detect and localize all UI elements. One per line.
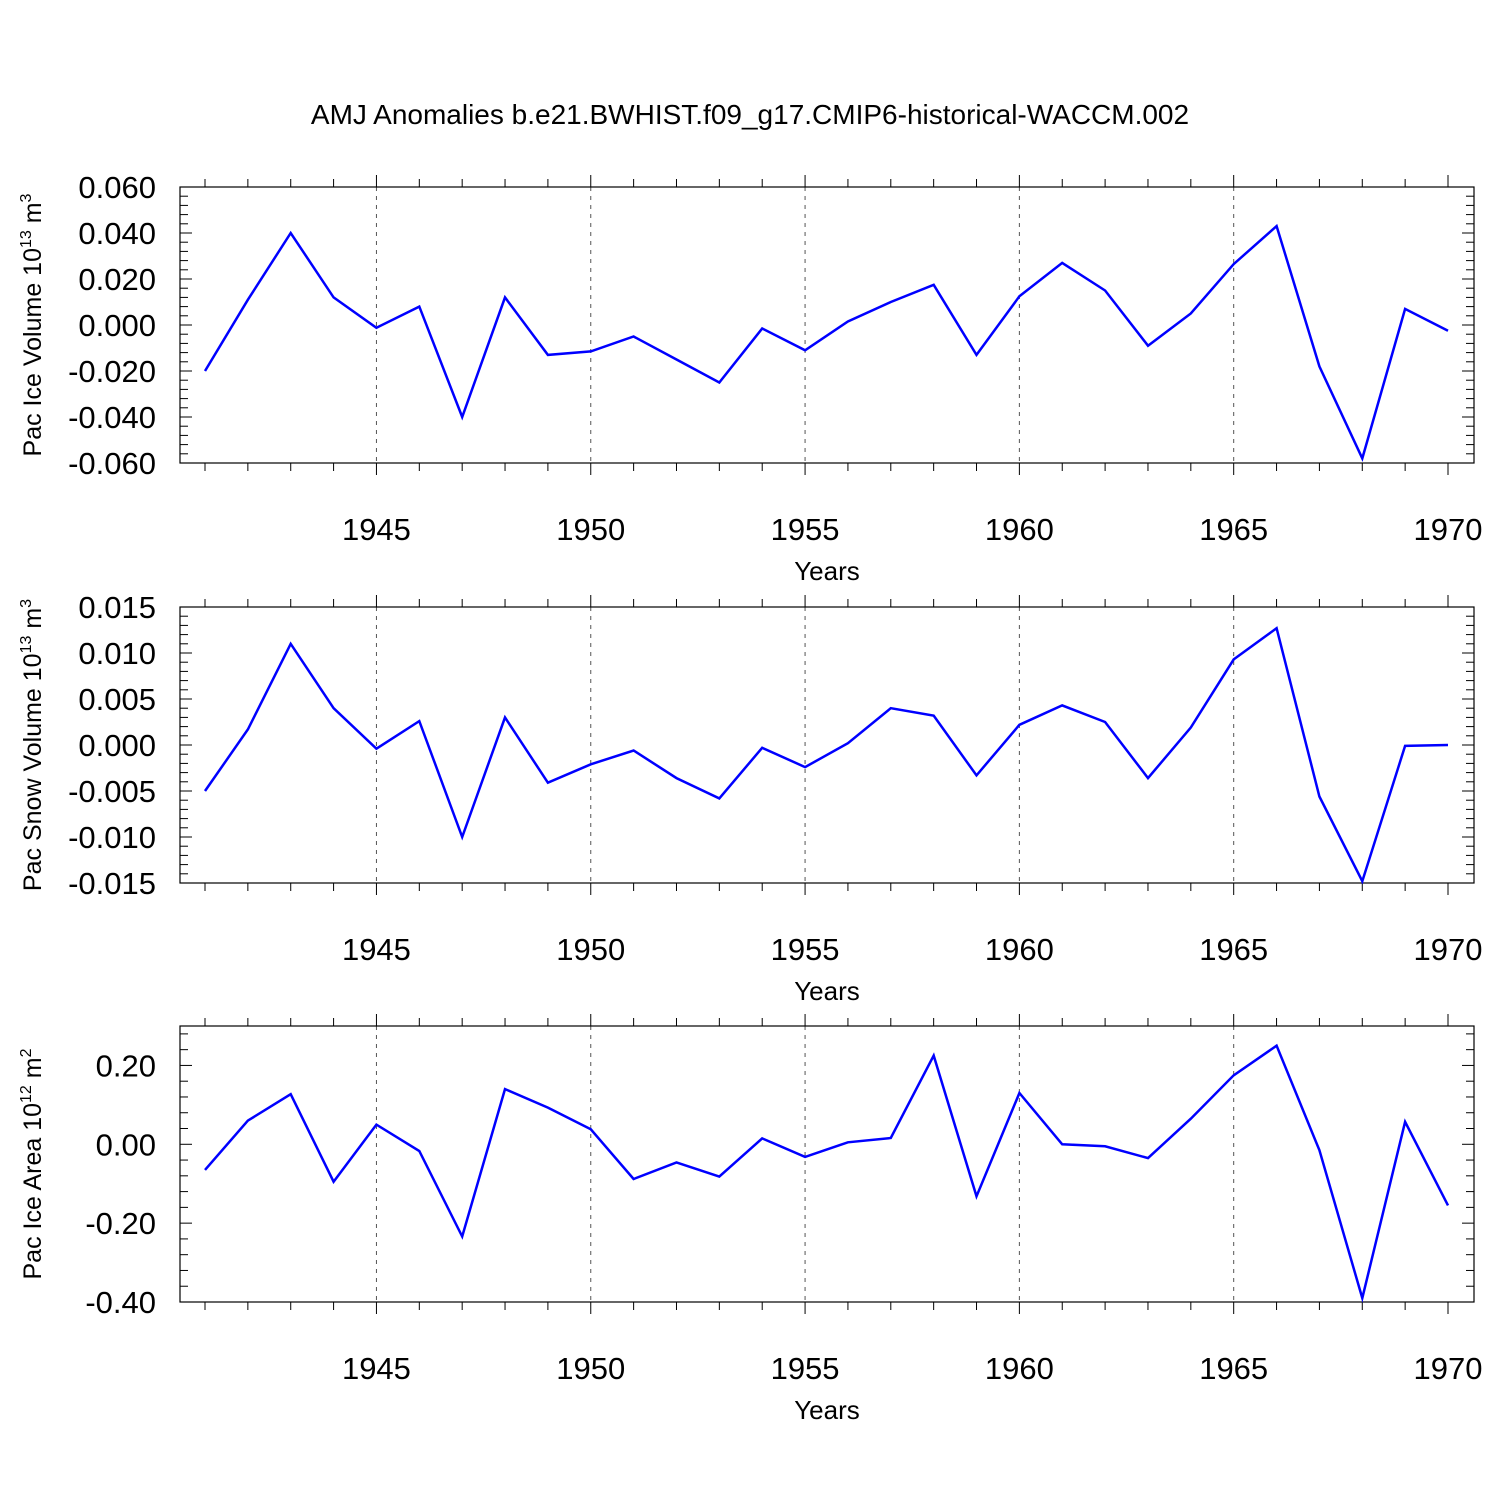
y-tick-label: -0.010: [68, 820, 156, 855]
panels: 0.060 0.040 0.020 0.000 -0.020 -0.040 -0.060 19…: [18, 170, 1482, 1425]
y-axis-label-part: Pac Ice Volume 10: [19, 248, 47, 456]
x-tick-label: 1960: [985, 932, 1054, 967]
x-tick-label: 1950: [556, 512, 625, 547]
y-tick-label: -0.40: [85, 1285, 156, 1320]
series-line: [204, 1043, 1450, 1303]
y-tick-label: 0.005: [78, 682, 156, 717]
y-axis-label-part: Pac Ice Area 10: [19, 1103, 47, 1280]
x-tick-label: 1955: [771, 1351, 840, 1386]
y-tick-label: -0.060: [68, 446, 156, 481]
x-tick-label: 1965: [1199, 512, 1268, 547]
figure-title: AMJ Anomalies b.e21.BWHIST.f09_g17.CMIP6…: [311, 99, 1189, 130]
x-tick-label: 1955: [771, 512, 840, 547]
series-line: [203, 626, 1449, 885]
y-axis-label-part: m: [19, 1057, 47, 1085]
y-axis-label: Pac Snow Volume 1013 m3: [18, 599, 47, 891]
y-tick-label: -0.015: [68, 866, 156, 901]
x-tick-label: 1945: [342, 512, 411, 547]
x-tick-label: 1960: [985, 1351, 1054, 1386]
y-axis-label-superscript: 13: [18, 636, 35, 654]
y-tick-label: 0.00: [96, 1127, 156, 1162]
y-tick-label: 0.010: [78, 636, 156, 671]
x-axis-label: Years: [794, 556, 860, 586]
x-axis-label: Years: [794, 1395, 860, 1425]
y-axis-label: Pac Ice Volume 1013 m3: [18, 193, 47, 456]
panel-3: 0.20 0.00 -0.20 -0.40 1945 1950 1955 1960 1965 19…: [18, 1014, 1482, 1425]
y-axis-label-superscript: 2: [18, 1048, 35, 1057]
series-line: [203, 223, 1449, 462]
y-tick-label: -0.20: [85, 1206, 156, 1241]
y-tick-label: 0.060: [78, 170, 156, 205]
x-tick-label: 1965: [1199, 1351, 1268, 1386]
x-tick-label: 1955: [771, 932, 840, 967]
y-axis-label-superscript: 3: [18, 599, 35, 608]
y-tick-label: 0.000: [78, 308, 156, 343]
y-axis-label-superscript: 12: [18, 1085, 35, 1103]
y-tick-label: 0.015: [78, 590, 156, 625]
x-tick-label: 1970: [1414, 512, 1483, 547]
y-tick-label: -0.005: [68, 774, 156, 809]
y-tick-label: -0.040: [68, 400, 156, 435]
x-axis-label: Years: [794, 976, 860, 1006]
y-axis-label-part: m: [19, 202, 47, 230]
plot-frame: [179, 1025, 1475, 1303]
x-tick-label: 1950: [556, 932, 625, 967]
panel-2: 0.015 0.010 0.005 0.000 -0.005 -0.010 -0.015 19…: [18, 590, 1482, 1006]
y-axis-label-superscript: 3: [18, 193, 35, 202]
x-tick-label: 1945: [342, 932, 411, 967]
y-tick-label: -0.020: [68, 354, 156, 389]
x-tick-label: 1960: [985, 512, 1054, 547]
y-tick-label: 0.000: [78, 728, 156, 763]
y-axis-label-superscript: 13: [18, 230, 35, 248]
x-tick-label: 1950: [556, 1351, 625, 1386]
y-tick-label: 0.20: [96, 1048, 156, 1083]
y-axis-label: Pac Ice Area 1012 m2: [18, 1048, 47, 1279]
x-tick-label: 1945: [342, 1351, 411, 1386]
x-tick-label: 1965: [1199, 932, 1268, 967]
x-tick-label: 1970: [1414, 932, 1483, 967]
x-tick-label: 1970: [1414, 1351, 1483, 1386]
y-tick-label: 0.020: [78, 262, 156, 297]
y-tick-label: 0.040: [78, 216, 156, 251]
panel-1: 0.060 0.040 0.020 0.000 -0.020 -0.040 -0.060 19…: [18, 170, 1482, 586]
y-axis-label-part: m: [19, 608, 47, 636]
y-axis-label-part: Pac Snow Volume 10: [19, 653, 47, 891]
